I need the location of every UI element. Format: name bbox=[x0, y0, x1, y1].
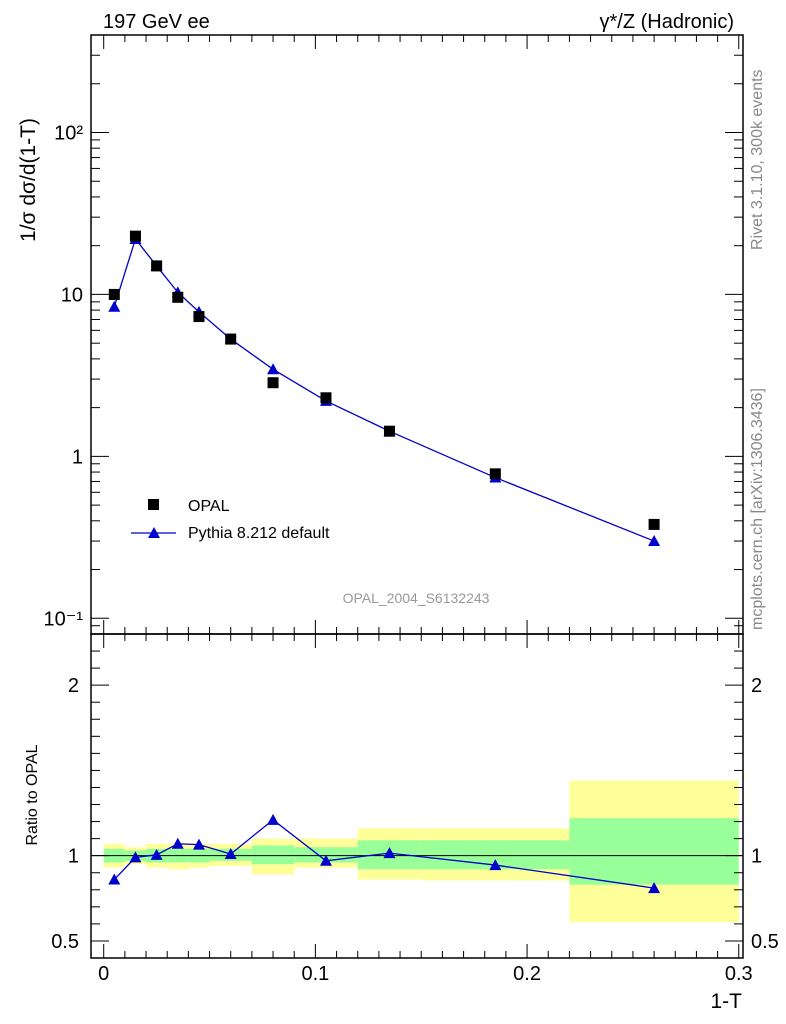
ratio-plot-frame bbox=[90, 633, 744, 959]
mcplots-reference-label: mcplots.cern.ch [arXiv:1306.3436] bbox=[749, 388, 766, 630]
pythia-ratio-point bbox=[108, 873, 121, 885]
ratio-y-axis-label: Ratio to OPAL bbox=[24, 744, 41, 845]
ratio-band-stat-6 bbox=[251, 845, 295, 865]
pythia-ratio-point bbox=[192, 838, 205, 850]
main-y-tick-label: 10 bbox=[61, 284, 83, 306]
pythia-ratio-point bbox=[267, 813, 280, 825]
opal-point bbox=[383, 425, 395, 437]
main-plot-frame bbox=[90, 34, 744, 635]
x-tick-label: 0.2 bbox=[513, 963, 541, 985]
pythia-ratio-point bbox=[383, 847, 396, 859]
opal-point bbox=[225, 333, 237, 345]
x-axis-label: 1-T bbox=[711, 990, 743, 1013]
pythia-ratio-point bbox=[319, 854, 332, 866]
ratio-band-stat-10 bbox=[569, 818, 739, 885]
ratio-y-tick-label-left: 2 bbox=[68, 675, 79, 697]
opal-point bbox=[151, 260, 163, 272]
opal-point bbox=[108, 288, 120, 300]
opal-point bbox=[648, 518, 660, 530]
legend-opal-marker bbox=[148, 499, 159, 510]
ratio-y-tick-label-right: 1 bbox=[751, 846, 762, 868]
main-y-tick-label: 10² bbox=[54, 122, 83, 144]
pythia-ratio-point bbox=[150, 848, 163, 860]
ratio-y-tick-label-right: 0.5 bbox=[751, 931, 779, 953]
main-y-tick-label: 1 bbox=[72, 446, 83, 468]
pythia-point bbox=[108, 300, 121, 312]
legend-pythia-label: Pythia 8.212 default bbox=[188, 525, 330, 542]
pythia-ratio-point bbox=[648, 882, 661, 894]
ratio-panel: 0.5 0.5 1 1 2 2 Ratio to OPAL bbox=[24, 633, 779, 959]
ratio-y-tick-label-right: 2 bbox=[751, 675, 762, 697]
pythia-point bbox=[648, 535, 661, 547]
main-y-axis-label: 1/σ dσ/d(1-T) bbox=[17, 118, 40, 242]
energy-title: 197 GeV ee bbox=[103, 11, 210, 33]
pythia-point bbox=[267, 363, 280, 375]
legend-opal-label: OPAL bbox=[188, 498, 230, 515]
main-panel: 10⁻¹ 1 10 10² 0 0.1 0.2 0.3 1/σ dσ/d(1-T) OPAL_… bbox=[17, 34, 753, 985]
pythia-line bbox=[113, 237, 655, 542]
legend: OPAL Pythia 8.212 default bbox=[131, 498, 330, 542]
ratio-y-tick-label-left: 0.5 bbox=[51, 931, 79, 953]
opal-point bbox=[193, 311, 205, 323]
opal-point bbox=[172, 291, 184, 303]
pythia-ratio-point bbox=[129, 851, 142, 863]
opal-point bbox=[267, 377, 279, 389]
main-y-tick-label: 10⁻¹ bbox=[44, 608, 84, 630]
ratio-y-tick-label-left: 1 bbox=[68, 846, 79, 868]
x-tick-label: 0 bbox=[98, 963, 109, 985]
x-tick-label: 0.1 bbox=[301, 963, 329, 985]
opal-point bbox=[320, 392, 332, 404]
rivet-version-label: Rivet 3.1.10, 300k events bbox=[749, 69, 766, 250]
x-tick-label: 0.3 bbox=[725, 963, 753, 985]
opal-point bbox=[129, 230, 141, 242]
pythia-ratio-point bbox=[224, 847, 237, 859]
process-title: γ*/Z (Hadronic) bbox=[600, 11, 734, 33]
legend-pythia-marker bbox=[148, 527, 160, 538]
pythia-ratio-point bbox=[171, 837, 184, 849]
analysis-label: OPAL_2004_S6132243 bbox=[343, 590, 490, 606]
pythia-ratio-point bbox=[489, 859, 502, 871]
opal-point bbox=[489, 468, 501, 480]
